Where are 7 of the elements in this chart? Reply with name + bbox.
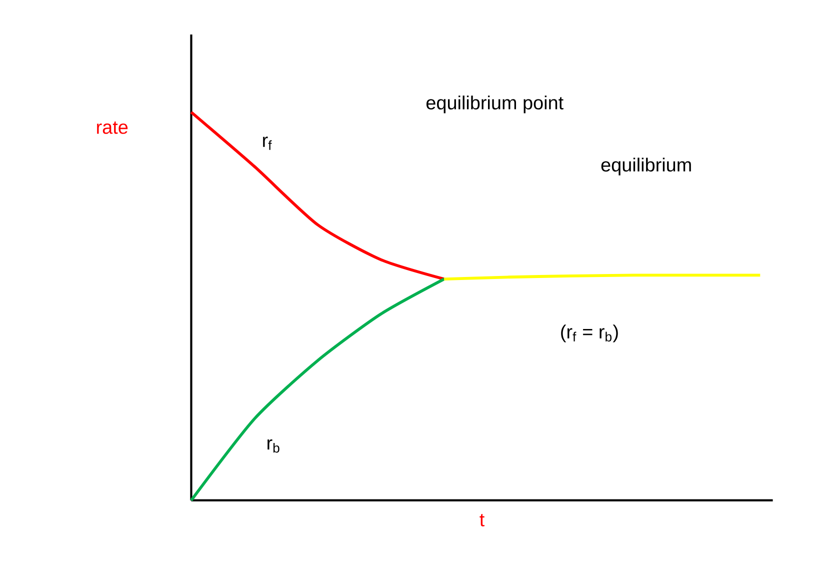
annotation: (r$_{f}$ = r$_{b}$) <box>561 324 618 342</box>
series-label: r$_{f}$ <box>263 136 272 150</box>
series-label: r$_{b}$ <box>268 439 280 453</box>
x-axis-title: t <box>480 514 485 526</box>
annotation: equilibrium <box>601 158 691 176</box>
annotation: equilibrium point <box>426 95 564 114</box>
y-axis-title: rate <box>97 121 128 134</box>
